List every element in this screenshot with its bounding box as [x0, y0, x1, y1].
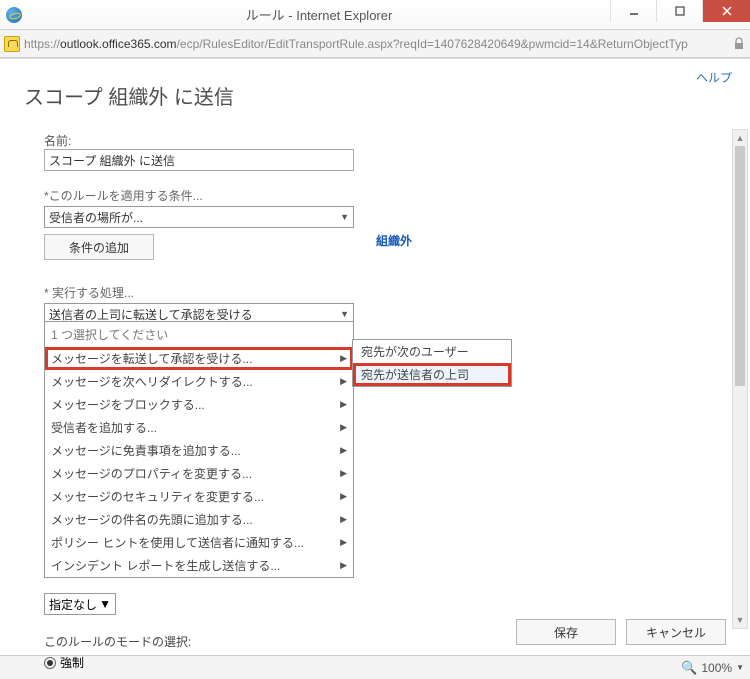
chevron-right-icon: ▶ — [340, 422, 347, 433]
content-area: ヘルプ スコープ 組織外 に送信 名前: *このルールを適用する条件... 受信… — [0, 58, 750, 655]
name-input[interactable] — [44, 149, 354, 171]
action-submenu: 宛先が次のユーザー宛先が送信者の上司 — [352, 339, 512, 387]
condition-label: *このルールを適用する条件... — [44, 187, 706, 204]
lock-icon — [732, 37, 746, 51]
chevron-right-icon: ▶ — [340, 537, 347, 548]
dialog-buttons: 保存 キャンセル — [516, 619, 726, 645]
dropdown-item[interactable]: メッセージのセキュリティを変更する...▶ — [45, 485, 353, 508]
scrollbar[interactable]: ▲ ▼ — [732, 129, 748, 629]
page-title: スコープ 組織外 に送信 — [0, 59, 750, 124]
dropdown-item[interactable]: ポリシー ヒントを使用して送信者に通知する...▶ — [45, 531, 353, 554]
dropdown-item[interactable]: メッセージに免責事項を追加する...▶ — [45, 439, 353, 462]
close-button[interactable] — [702, 0, 750, 22]
maximize-button[interactable] — [656, 0, 702, 22]
chevron-right-icon: ▶ — [340, 353, 347, 364]
scroll-up-icon[interactable]: ▲ — [733, 130, 747, 146]
priority-value: 指定なし — [49, 596, 97, 613]
ie-icon — [6, 7, 22, 23]
condition-link[interactable]: 組織外 — [376, 232, 412, 249]
action-label: * 実行する処理... — [44, 284, 706, 301]
submenu-item[interactable]: 宛先が次のユーザー — [353, 340, 511, 363]
help-link[interactable]: ヘルプ — [696, 69, 732, 86]
chevron-down-icon: ▼ — [340, 309, 349, 319]
chevron-right-icon: ▶ — [340, 491, 347, 502]
dropdown-item[interactable]: メッセージを転送して承認を受ける...▶ — [45, 347, 353, 370]
chevron-right-icon: ▶ — [340, 399, 347, 410]
action-value: 送信者の上司に転送して承認を受ける — [49, 306, 253, 323]
url-domain: outlook.office365.com — [60, 37, 177, 51]
minimize-button[interactable] — [610, 0, 656, 22]
chevron-right-icon: ▶ — [340, 468, 347, 479]
chevron-right-icon: ▶ — [340, 376, 347, 387]
dropdown-item[interactable]: メッセージをブロックする...▶ — [45, 393, 353, 416]
priority-row: 指定なし ▼ — [44, 593, 706, 615]
address-bar: https://outlook.office365.com/ecp/RulesE… — [0, 30, 750, 58]
condition-value: 受信者の場所が... — [49, 209, 143, 226]
mode-radio-row: 強制 — [44, 654, 706, 671]
dropdown-item[interactable]: 受信者を追加する...▶ — [45, 416, 353, 439]
condition-select[interactable]: 受信者の場所が... ▼ — [44, 206, 354, 228]
dropdown-item[interactable]: メッセージのプロパティを変更する...▶ — [45, 462, 353, 485]
name-label: 名前: — [44, 132, 706, 149]
chevron-down-icon: ▼ — [99, 597, 111, 611]
chevron-right-icon: ▶ — [340, 560, 347, 571]
action-dropdown: 1 つ選択してください メッセージを転送して承認を受ける...▶メッセージを次へ… — [44, 321, 354, 578]
window-titlebar: ルール - Internet Explorer — [0, 0, 750, 30]
submenu-item[interactable]: 宛先が送信者の上司 — [353, 363, 511, 386]
url-prefix: https:// — [24, 37, 60, 51]
cancel-button[interactable]: キャンセル — [626, 619, 726, 645]
dropdown-item[interactable]: インシデント レポートを生成し送信する...▶ — [45, 554, 353, 577]
chevron-down-icon: ▼ — [340, 212, 349, 222]
dropdown-item[interactable]: メッセージの件名の先頭に追加する...▶ — [45, 508, 353, 531]
dropdown-item[interactable]: メッセージを次へリダイレクトする...▶ — [45, 370, 353, 393]
chevron-right-icon: ▶ — [340, 445, 347, 456]
url-path: /ecp/RulesEditor/EditTransportRule.aspx?… — [177, 37, 688, 51]
window-buttons — [610, 0, 750, 29]
chevron-right-icon: ▶ — [340, 514, 347, 525]
priority-select[interactable]: 指定なし ▼ — [44, 593, 116, 615]
scroll-thumb[interactable] — [735, 146, 745, 386]
mode-option-label: 強制 — [60, 654, 84, 671]
mode-radio[interactable] — [44, 657, 56, 669]
scroll-down-icon[interactable]: ▼ — [733, 612, 747, 628]
url-field[interactable]: https://outlook.office365.com/ecp/RulesE… — [24, 37, 728, 51]
dropdown-header: 1 つ選択してください — [45, 321, 353, 347]
security-icon — [4, 36, 20, 52]
add-condition-button[interactable]: 条件の追加 — [44, 234, 154, 260]
save-button[interactable]: 保存 — [516, 619, 616, 645]
window-title: ルール - Internet Explorer — [28, 5, 610, 24]
